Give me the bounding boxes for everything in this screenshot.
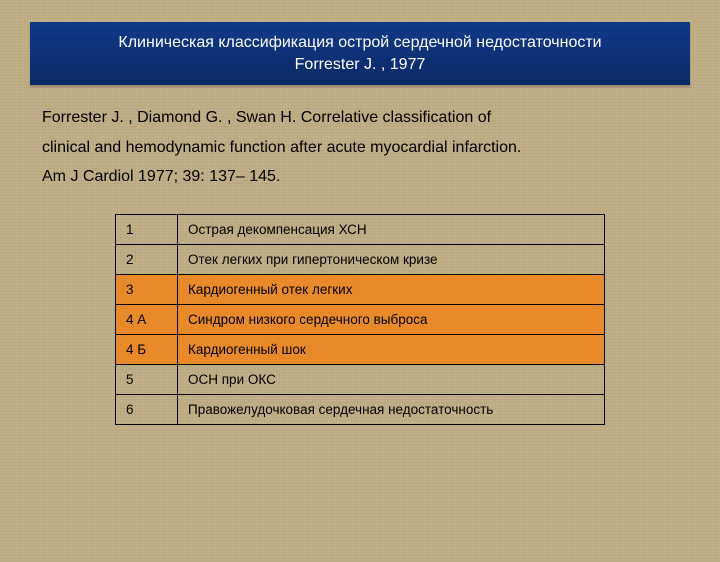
row-text: Синдром низкого сердечного выброса bbox=[178, 304, 605, 334]
title-band: Клиническая классификация острой сердечн… bbox=[30, 22, 690, 85]
classification-table: 1Острая декомпенсация ХСН2Отек легких пр… bbox=[115, 214, 605, 425]
row-number: 2 bbox=[116, 244, 178, 274]
table-row: 1Острая декомпенсация ХСН bbox=[116, 214, 605, 244]
citation-line-2: clinical and hemodynamic function after … bbox=[42, 133, 678, 163]
table-row: 3Кардиогенный отек легких bbox=[116, 274, 605, 304]
table-row: 5ОСН при ОКС bbox=[116, 364, 605, 394]
row-number: 1 bbox=[116, 214, 178, 244]
citation-block: Forrester J. , Diamond G. , Swan H. Corr… bbox=[42, 103, 678, 192]
row-text: Кардиогенный отек легких bbox=[178, 274, 605, 304]
row-number: 5 bbox=[116, 364, 178, 394]
row-text: Острая декомпенсация ХСН bbox=[178, 214, 605, 244]
classification-table-wrap: 1Острая декомпенсация ХСН2Отек легких пр… bbox=[115, 214, 605, 425]
table-row: 4 БКардиогенный шок bbox=[116, 334, 605, 364]
table-row: 6Правожелудочковая сердечная недостаточн… bbox=[116, 394, 605, 424]
row-text: Отек легких при гипертоническом кризе bbox=[178, 244, 605, 274]
row-text: Кардиогенный шок bbox=[178, 334, 605, 364]
table-row: 2Отек легких при гипертоническом кризе bbox=[116, 244, 605, 274]
title-line-1: Клиническая классификация острой сердечн… bbox=[44, 32, 676, 54]
title-line-2: Forrester J. , 1977 bbox=[44, 54, 676, 76]
table-row: 4 АСиндром низкого сердечного выброса bbox=[116, 304, 605, 334]
citation-line-3: Am J Cardiol 1977; 39: 137– 145. bbox=[42, 162, 678, 192]
row-number: 6 bbox=[116, 394, 178, 424]
row-text: ОСН при ОКС bbox=[178, 364, 605, 394]
row-number: 4 А bbox=[116, 304, 178, 334]
citation-line-1: Forrester J. , Diamond G. , Swan H. Corr… bbox=[42, 103, 678, 133]
row-text: Правожелудочковая сердечная недостаточно… bbox=[178, 394, 605, 424]
row-number: 4 Б bbox=[116, 334, 178, 364]
row-number: 3 bbox=[116, 274, 178, 304]
